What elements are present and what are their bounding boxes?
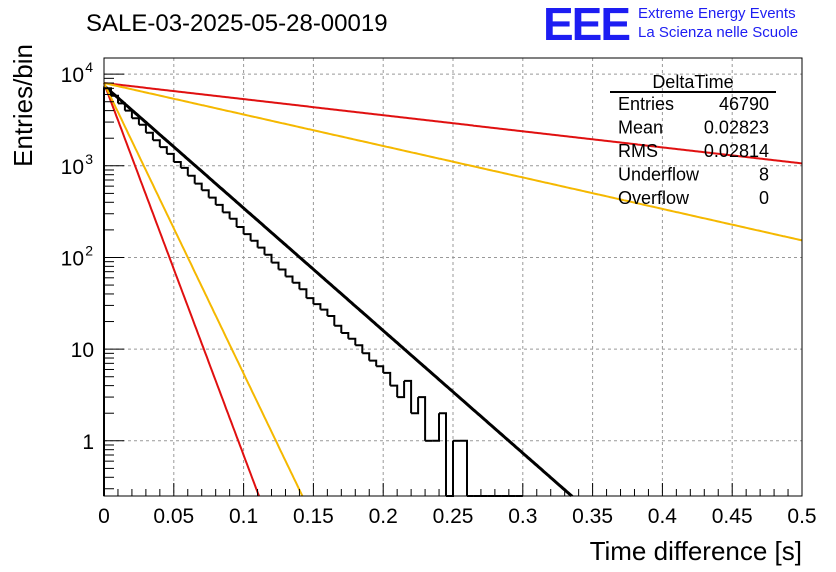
histogram-bin xyxy=(432,413,440,442)
histogram-bin xyxy=(138,123,147,133)
histogram-bin xyxy=(250,239,259,248)
y-tick-exponent: 3 xyxy=(85,151,93,167)
x-tick-label: 0.4 xyxy=(648,505,678,528)
y-axis-label: Entries/bin xyxy=(8,44,38,167)
stats-title: DeltaTime xyxy=(652,72,733,92)
histogram-bin xyxy=(390,384,399,398)
stats-label: RMS xyxy=(618,141,658,161)
histogram-bin xyxy=(271,261,280,270)
stats-value: 0 xyxy=(759,188,769,208)
x-tick-label: 0.5 xyxy=(787,505,816,528)
histogram-bin xyxy=(264,253,273,263)
y-tick-label: 10 xyxy=(61,156,84,179)
histogram-bin xyxy=(369,359,378,367)
histogram-bin xyxy=(145,131,154,141)
x-tick-label: 0.2 xyxy=(369,505,398,528)
histogram-bin xyxy=(334,324,343,333)
logo-line-2: La Scienza nelle Scuole xyxy=(638,24,799,41)
fit-curve-1 xyxy=(103,84,574,498)
histogram-bin xyxy=(299,288,308,299)
histogram-bin xyxy=(180,166,189,176)
y-tick-label: 1 xyxy=(82,431,94,454)
histogram-bin xyxy=(166,152,175,162)
histogram-bin xyxy=(194,182,203,191)
histogram-bin xyxy=(439,412,447,496)
x-tick-label: 0.15 xyxy=(293,505,334,528)
histogram-bin xyxy=(201,189,210,198)
histogram-bin xyxy=(257,246,266,255)
histogram-bin xyxy=(236,226,245,235)
logo-line-1: Extreme Energy Events xyxy=(638,5,796,22)
stats-value: 46790 xyxy=(719,94,769,114)
stats-label: Entries xyxy=(618,94,674,114)
histogram-bin xyxy=(173,161,182,168)
x-axis-label: Time difference [s] xyxy=(590,536,802,566)
fit-curve-5 xyxy=(103,82,803,242)
histogram-bin xyxy=(278,268,287,277)
x-tick-label: 0.05 xyxy=(153,505,194,528)
fit-curve-3 xyxy=(103,82,304,497)
x-tick-label: 0.45 xyxy=(712,505,753,528)
axis-ticks xyxy=(103,73,803,496)
histogram-bin xyxy=(222,211,231,219)
histogram-bin xyxy=(103,87,112,496)
histogram-bin xyxy=(187,174,196,184)
histogram-bin xyxy=(243,233,252,241)
chart-title: SALE-03-2025-05-28-00019 xyxy=(86,10,388,37)
histogram-bin xyxy=(229,217,238,227)
histogram-bin xyxy=(411,397,420,415)
histogram-bin xyxy=(159,146,168,154)
histogram-bin xyxy=(383,371,392,386)
histogram-bin xyxy=(152,139,161,148)
histogram-bin xyxy=(111,94,119,104)
histogram-bin xyxy=(306,297,315,305)
x-tick-label: 0 xyxy=(98,505,110,528)
histogram-bin xyxy=(460,439,468,496)
histogram-bin xyxy=(397,380,406,399)
fit-curves xyxy=(103,82,803,498)
stats-value: 0.02814 xyxy=(704,141,769,161)
histogram-bin xyxy=(118,102,126,111)
histogram-bin xyxy=(418,396,427,441)
histogram-bin xyxy=(292,281,301,290)
histogram-bin xyxy=(376,365,385,373)
stats-label: Mean xyxy=(618,118,663,138)
histogram-bin xyxy=(313,303,322,310)
fit-curve-2 xyxy=(103,82,260,497)
histogram-bin xyxy=(320,308,329,316)
histogram-bin xyxy=(355,344,364,354)
histogram-bin xyxy=(362,352,371,361)
y-tick-exponent: 4 xyxy=(85,59,93,75)
x-tick-label: 0.35 xyxy=(572,505,613,528)
histogram-bin xyxy=(341,332,350,339)
histogram-bin xyxy=(327,315,336,326)
histogram-bin xyxy=(208,196,217,205)
histogram-bin xyxy=(404,379,413,414)
x-tick-label: 0.3 xyxy=(508,505,537,528)
y-tick-label: 10 xyxy=(61,247,84,270)
stats-value: 0.02823 xyxy=(704,118,769,138)
x-tick-labels: 0 0.05 0.1 0.15 0.2 0.25 0.3 0.35 0.4 0.45 0.5 xyxy=(98,505,816,528)
eee-logo: EEE xyxy=(543,0,631,50)
eee-logo-text: Extreme Energy Events La Scienza nelle S… xyxy=(638,4,798,42)
histogram-bin xyxy=(348,337,357,346)
x-tick-label: 0.1 xyxy=(229,505,258,528)
x-tick-label: 0.25 xyxy=(433,505,474,528)
stats-label: Underflow xyxy=(618,165,700,185)
histogram-bin xyxy=(446,440,454,497)
y-tick-exponent: 2 xyxy=(85,242,93,258)
stats-label: Overflow xyxy=(618,188,690,208)
histogram-bin xyxy=(124,109,133,119)
stats-value: 8 xyxy=(759,165,769,185)
y-tick-label: 10 xyxy=(71,339,94,362)
histogram-bin xyxy=(285,275,294,283)
fit-curve-4 xyxy=(103,82,803,165)
histogram-bin xyxy=(131,117,140,125)
y-tick-label: 10 xyxy=(61,64,84,87)
histogram-bin xyxy=(215,203,224,213)
